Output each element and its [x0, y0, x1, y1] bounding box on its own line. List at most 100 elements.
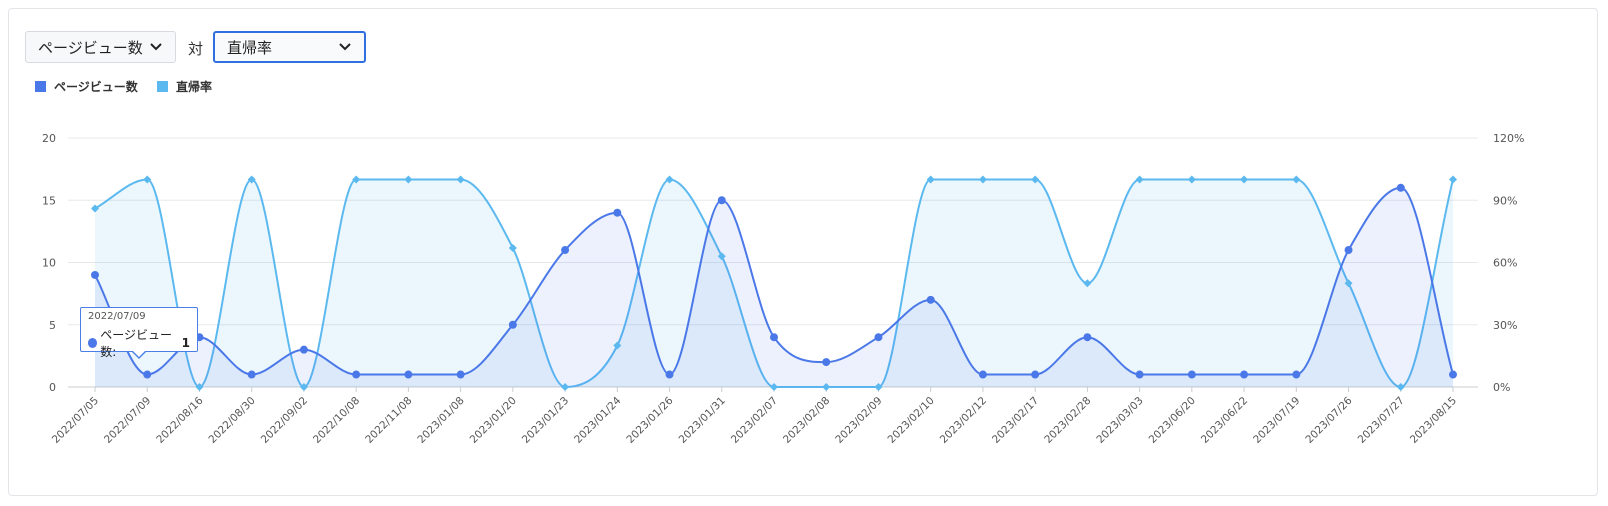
legend-item-pageviews[interactable]: ページビュー数	[35, 78, 138, 95]
y-left-tick-label: 5	[49, 319, 56, 332]
x-tick-label: 2023/02/28	[1042, 395, 1093, 446]
data-point	[717, 196, 726, 205]
x-tick-label: 2023/02/17	[990, 395, 1041, 446]
data-point	[1187, 175, 1196, 184]
x-tick-label: 2023/07/27	[1356, 395, 1407, 446]
x-tick-label: 2023/01/24	[572, 394, 624, 446]
data-point	[1344, 279, 1353, 288]
legend-swatch	[157, 81, 168, 92]
data-point	[247, 175, 256, 184]
x-tick-label: 2023/01/23	[520, 395, 571, 446]
chart-tooltip: 2022/07/09 ページビュー数: 1	[80, 307, 198, 359]
data-point	[299, 383, 308, 391]
data-point	[404, 175, 413, 184]
data-point	[561, 246, 570, 255]
data-point	[1344, 246, 1353, 255]
x-tick-label: 2023/01/20	[468, 395, 519, 446]
data-point	[1449, 370, 1457, 379]
data-point	[770, 333, 778, 342]
y-right-tick-label: 120%	[1493, 132, 1524, 145]
y-left-tick-label: 20	[42, 132, 56, 145]
series-line	[94, 178, 1454, 389]
data-point	[770, 383, 778, 391]
data-point	[926, 175, 935, 184]
data-point	[665, 370, 674, 379]
data-point	[1449, 175, 1457, 184]
data-point	[247, 370, 256, 379]
x-tick-label: 2023/01/26	[624, 394, 676, 446]
x-tick-label: 2023/07/26	[1303, 394, 1355, 446]
x-tick-label: 2023/07/19	[1251, 395, 1302, 446]
y-left-tick-label: 15	[42, 194, 56, 207]
chevron-down-icon	[338, 40, 352, 54]
data-point	[926, 295, 935, 304]
data-point	[717, 252, 726, 261]
x-tick-label: 2022/07/05	[50, 395, 101, 446]
x-tick-label: 2022/08/16	[154, 394, 206, 446]
data-point	[352, 175, 361, 184]
data-point	[1292, 370, 1301, 379]
legend-swatch	[35, 81, 46, 92]
y-left-tick-label: 0	[49, 381, 56, 394]
x-tick-label: 2023/01/08	[415, 395, 466, 446]
secondary-metric-label: 直帰率	[227, 38, 273, 57]
y-right-tick-label: 90%	[1493, 194, 1517, 207]
tooltip-date: 2022/07/09	[88, 311, 146, 322]
tooltip-series-dot	[88, 338, 98, 348]
x-tick-label: 2023/02/12	[938, 395, 989, 446]
y-right-tick-label: 30%	[1493, 319, 1517, 332]
x-tick-label: 2023/02/09	[833, 395, 884, 446]
data-point	[1292, 175, 1301, 184]
y-right-tick-label: 60%	[1493, 257, 1517, 270]
data-point	[1396, 383, 1405, 391]
data-point	[456, 370, 465, 379]
series-line	[94, 186, 1454, 376]
data-point	[143, 370, 152, 379]
data-point	[874, 333, 883, 342]
x-tick-label: 2023/08/15	[1408, 395, 1459, 446]
x-tick-label: 2022/09/02	[259, 395, 310, 446]
data-point	[508, 320, 517, 329]
data-point	[561, 383, 570, 391]
x-tick-label: 2023/02/08	[781, 395, 832, 446]
data-point	[195, 383, 204, 391]
secondary-metric-select[interactable]: 直帰率	[213, 31, 366, 63]
data-point	[1083, 333, 1092, 342]
x-tick-label: 2022/11/08	[363, 395, 414, 446]
data-point	[456, 175, 465, 184]
legend-item-bounce-rate[interactable]: 直帰率	[157, 78, 212, 95]
x-tick-label: 2023/02/10	[886, 395, 937, 446]
data-point	[1135, 175, 1144, 184]
legend-label: 直帰率	[176, 80, 213, 94]
y-right-tick-label: 0%	[1493, 381, 1510, 394]
legend-label: ページビュー数	[54, 80, 138, 94]
data-point	[978, 175, 987, 184]
x-tick-label: 2023/06/22	[1199, 395, 1250, 446]
data-point	[1135, 370, 1144, 379]
data-point	[613, 208, 622, 217]
x-tick-label: 2022/10/08	[311, 395, 362, 446]
data-point	[352, 370, 361, 379]
data-point	[665, 175, 674, 184]
y-left-tick-label: 10	[42, 257, 56, 270]
data-point	[1031, 175, 1040, 184]
data-point	[1031, 370, 1040, 379]
x-tick-label: 2023/03/03	[1094, 395, 1145, 446]
chevron-down-icon	[149, 40, 163, 54]
data-point	[874, 383, 883, 391]
data-point	[508, 243, 517, 252]
data-point	[299, 345, 308, 354]
x-tick-label: 2023/01/31	[677, 395, 728, 446]
data-point	[822, 383, 831, 391]
x-tick-label: 2023/02/07	[729, 395, 780, 446]
data-point	[91, 270, 99, 279]
series-area	[95, 187, 1453, 387]
data-point	[1396, 183, 1405, 192]
primary-metric-label: ページビュー数	[38, 38, 143, 57]
data-point	[1240, 175, 1249, 184]
x-tick-label: 2022/07/09	[102, 395, 153, 446]
data-point	[822, 358, 831, 367]
data-point	[404, 370, 413, 379]
primary-metric-select[interactable]: ページビュー数	[25, 31, 176, 63]
